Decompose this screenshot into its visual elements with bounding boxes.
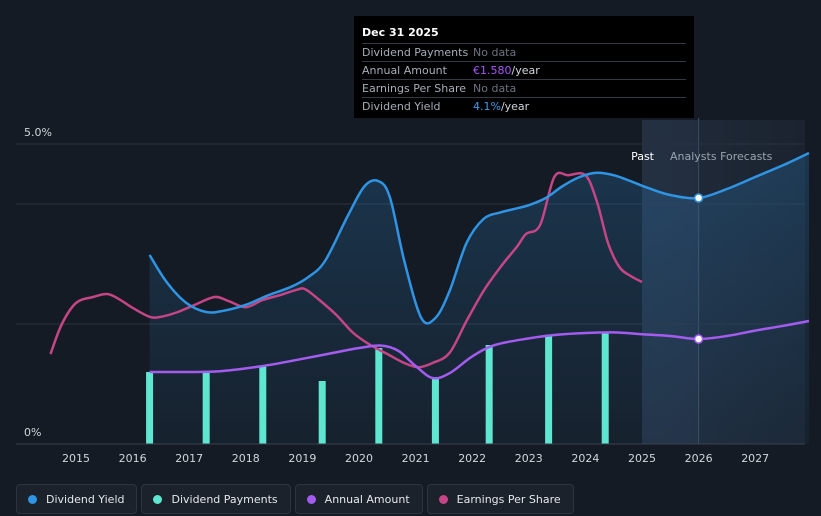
dividend-payment-bars — [146, 332, 609, 444]
tooltip-date: Dec 31 2025 — [362, 26, 439, 39]
past-label: Past — [631, 150, 655, 163]
dividend-payment-bar — [431, 378, 439, 444]
highlight-point — [693, 193, 704, 203]
tooltip-value: No data — [473, 46, 517, 59]
legend-item-dividend-payments[interactable]: Dividend Payments — [141, 484, 291, 514]
x-tick-label: 2015 — [62, 452, 90, 465]
dot-icon — [153, 494, 163, 504]
dividend-payment-bar — [601, 332, 609, 444]
tooltip-value: 4.1%/year — [473, 100, 530, 113]
forecast-label: Analysts Forecasts — [670, 150, 773, 163]
x-tick-label: 2022 — [458, 452, 486, 465]
x-tick-label: 2017 — [175, 452, 203, 465]
y-tick-label: 5.0% — [24, 126, 52, 139]
dividend-yield-line — [148, 151, 810, 325]
tooltip-row-annual-amount: Annual Amount €1.580/year — [362, 61, 686, 79]
tooltip-row-dividend-payments: Dividend Payments No data — [362, 43, 686, 61]
legend-label: Dividend Payments — [171, 492, 278, 506]
tooltip-row-dividend-yield: Dividend Yield 4.1%/year — [362, 97, 686, 115]
x-tick-label: 2027 — [741, 452, 769, 465]
dividend-payment-bar — [318, 381, 326, 444]
dot-icon — [438, 494, 448, 504]
tooltip-label: Dividend Yield — [362, 100, 441, 113]
x-tick-label: 2024 — [571, 452, 599, 465]
x-tick-label: 2023 — [515, 452, 543, 465]
x-tick-label: 2016 — [119, 452, 147, 465]
x-tick-label: 2026 — [685, 452, 713, 465]
legend-item-dividend-yield[interactable]: Dividend Yield — [16, 484, 138, 514]
tooltip-value: €1.580/year — [473, 64, 540, 77]
legend: Dividend Yield Dividend Payments Annual … — [16, 484, 574, 514]
highlight-points — [693, 193, 704, 344]
legend-item-annual-amount[interactable]: Annual Amount — [294, 484, 423, 514]
tooltip-value: No data — [473, 82, 517, 95]
legend-label: Earnings Per Share — [456, 492, 561, 506]
legend-item-earnings-per-share[interactable]: Earnings Per Share — [426, 484, 574, 514]
dividend-payment-bar — [485, 345, 493, 444]
legend-label: Annual Amount — [324, 492, 410, 506]
tooltip-label: Annual Amount — [362, 64, 447, 77]
axes: 2015 2016 2017 2018 2019 2020 2021 2022 2023 2024… — [16, 126, 805, 465]
dot-icon — [28, 494, 37, 504]
x-tick-label: 2021 — [402, 452, 430, 465]
dividend-payment-bar — [146, 372, 154, 444]
dividend-payment-bar — [375, 348, 383, 444]
tooltip-row-earnings-per-share: Earnings Per Share No data — [362, 79, 686, 97]
tooltip-label: Dividend Payments — [362, 46, 469, 59]
y-tick-label: 0% — [24, 426, 41, 439]
dividend-payment-bar — [545, 334, 553, 444]
dividend-payment-bar — [259, 366, 267, 444]
x-tick-label: 2020 — [345, 452, 373, 465]
x-tick-label: 2018 — [232, 452, 260, 465]
legend-label: Dividend Yield — [46, 492, 125, 506]
tooltip: Dec 31 2025 Dividend Payments No data An… — [354, 16, 694, 118]
highlight-point — [693, 334, 704, 344]
dot-icon — [306, 494, 316, 504]
eps-line — [49, 171, 643, 369]
x-tick-label: 2025 — [628, 452, 656, 465]
dividend-payment-bar — [202, 372, 210, 444]
tooltip-label: Earnings Per Share — [362, 82, 467, 95]
x-tick-label: 2019 — [288, 452, 316, 465]
